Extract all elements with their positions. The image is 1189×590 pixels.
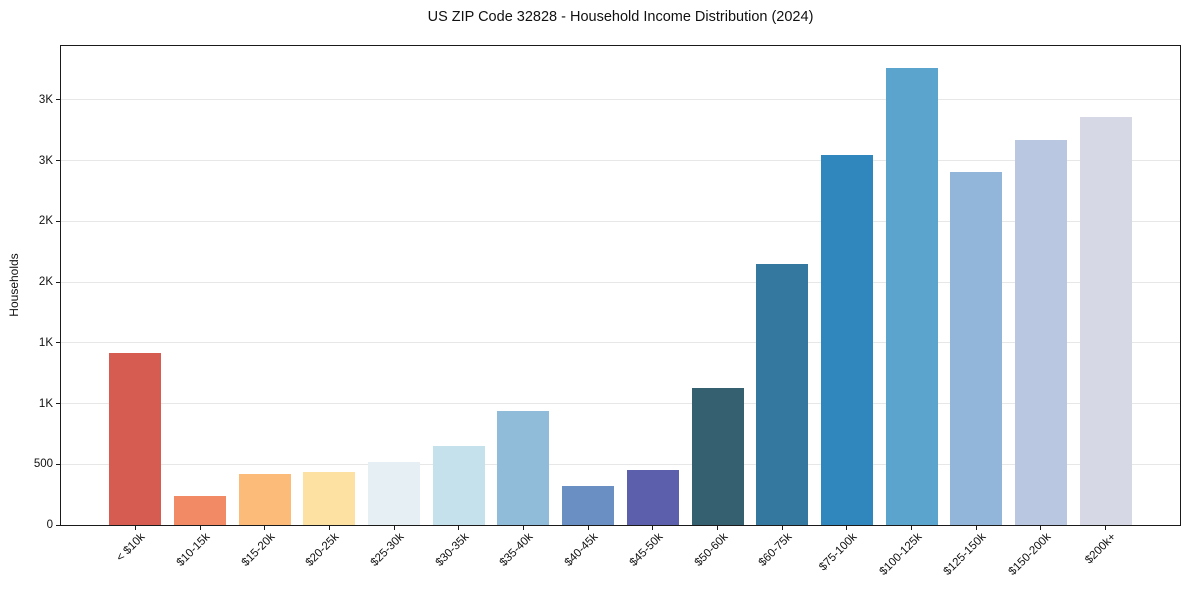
plot-area: 0 500 1K 1K 2K 2K 3K 3K < $10k $10-15k $15-20k $20-… <box>34 45 1181 578</box>
bar <box>303 472 356 525</box>
x-tick-label: $75-100k <box>816 531 860 574</box>
x-tick-mark <box>975 526 977 530</box>
y-tick-mark <box>56 160 60 162</box>
gridline <box>61 403 1180 405</box>
y-tick-label: 3K <box>38 154 53 167</box>
x-tick-label: $25-30k <box>368 531 407 569</box>
bar <box>368 462 421 525</box>
y-tick-label: 1K <box>38 397 53 410</box>
x-tick-label: $35-40k <box>498 531 536 569</box>
x-tick-mark <box>264 526 266 530</box>
x-tick-mark <box>911 526 913 530</box>
y-axis-label: Households <box>7 253 21 317</box>
bar <box>174 495 227 525</box>
bar <box>238 473 291 525</box>
y-tick-mark <box>56 281 60 283</box>
x-tick-label: $20-25k <box>304 531 342 569</box>
x-tick-mark <box>134 526 136 530</box>
x-tick-label: $40-45k <box>562 531 601 569</box>
bar <box>497 411 550 525</box>
x-tick-label: $150-200k <box>1006 531 1054 578</box>
chart-title: US ZIP Code 32828 - Household Income Dis… <box>427 9 814 25</box>
gridline <box>61 342 1180 344</box>
bar <box>1014 139 1067 525</box>
x-tick-mark <box>846 526 848 530</box>
x-tick-mark <box>587 526 589 530</box>
bar <box>691 388 744 525</box>
bar <box>432 446 485 525</box>
bar <box>109 352 162 525</box>
x-tick-label: $10-15k <box>174 531 213 569</box>
bar <box>756 264 809 525</box>
bar <box>1079 116 1132 525</box>
y-tick-mark <box>56 342 60 344</box>
y-tick-mark <box>56 403 60 405</box>
x-tick-label: $125-150k <box>941 531 989 578</box>
x-tick-mark <box>717 526 719 530</box>
bar <box>820 155 873 525</box>
x-tick-label: $200k+ <box>1082 531 1119 567</box>
y-tick-label: 500 <box>33 458 53 471</box>
y-tick-mark <box>56 524 60 526</box>
x-tick-label: $100-125k <box>877 531 925 578</box>
y-tick-label: 3K <box>38 93 53 106</box>
x-tick-mark <box>781 526 783 530</box>
gridline <box>61 160 1180 162</box>
y-tick-label: 1K <box>38 336 53 349</box>
x-tick-label: $45-50k <box>627 531 666 569</box>
x-tick-label: $50-60k <box>692 531 731 569</box>
y-tick-mark <box>56 220 60 222</box>
gridline <box>61 463 1180 465</box>
x-tick-mark <box>652 526 654 530</box>
x-tick-label: $60-75k <box>756 531 795 569</box>
bar <box>562 486 615 525</box>
x-tick-mark <box>1105 526 1107 530</box>
y-tick-label: 0 <box>46 519 53 531</box>
y-tick-mark <box>56 463 60 465</box>
y-tick-mark <box>56 99 60 101</box>
y-tick-label: 2K <box>38 215 53 228</box>
gridline <box>61 281 1180 283</box>
bar <box>885 68 938 525</box>
x-tick-label: $15-20k <box>239 531 278 569</box>
bar <box>950 171 1003 525</box>
x-tick-mark <box>328 526 330 530</box>
bar <box>626 469 679 525</box>
x-tick-mark <box>522 526 524 530</box>
x-tick-mark <box>1040 526 1042 530</box>
x-tick-mark <box>458 526 460 530</box>
x-tick-label: $30-35k <box>433 531 472 569</box>
x-tick-mark <box>393 526 395 530</box>
x-tick-label: < $10k <box>114 531 148 565</box>
gridline <box>61 220 1180 222</box>
x-tick-mark <box>199 526 201 530</box>
y-tick-label: 2K <box>38 276 53 289</box>
gridline <box>61 99 1180 101</box>
